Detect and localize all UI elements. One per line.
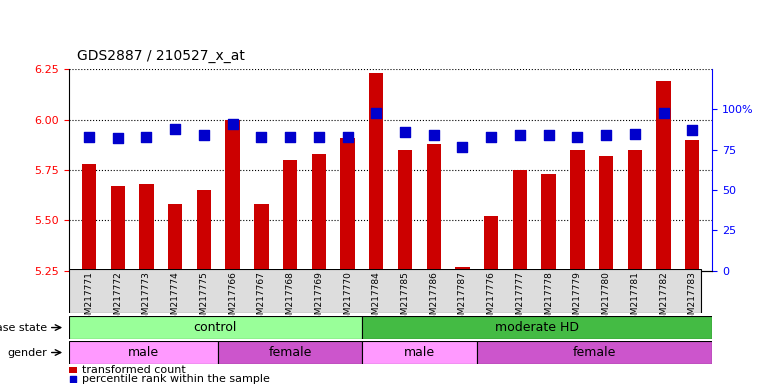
Text: GSM217777: GSM217777	[516, 271, 525, 326]
Bar	[139, 184, 154, 271]
Text: GSM217778: GSM217778	[544, 271, 553, 326]
Bar	[398, 150, 412, 271]
Bar	[656, 81, 671, 271]
Text: GSM217772: GSM217772	[113, 271, 123, 326]
Point	[370, 109, 382, 116]
Text: female: female	[268, 346, 312, 359]
Point	[140, 134, 152, 140]
Text: GSM217775: GSM217775	[199, 271, 208, 326]
Point	[457, 144, 469, 150]
Bar	[312, 154, 326, 271]
Point	[112, 136, 124, 142]
Bar	[225, 119, 240, 271]
Bar	[283, 160, 297, 271]
Bar	[570, 150, 584, 271]
Bar	[542, 174, 556, 271]
Bar	[484, 216, 499, 271]
Text: male: male	[128, 346, 159, 359]
Text: GSM217779: GSM217779	[573, 271, 582, 326]
Point	[514, 132, 526, 138]
Text: percentile rank within the sample: percentile rank within the sample	[82, 374, 270, 384]
Text: GSM217767: GSM217767	[257, 271, 266, 326]
Text: GSM217784: GSM217784	[372, 271, 381, 326]
Bar	[455, 267, 470, 271]
Point	[399, 129, 411, 135]
Bar	[599, 156, 614, 271]
Text: GDS2887 / 210527_x_at: GDS2887 / 210527_x_at	[77, 50, 244, 63]
Bar	[627, 150, 642, 271]
Bar	[69, 316, 362, 339]
Point	[284, 134, 296, 140]
Point	[542, 132, 555, 138]
Bar	[685, 140, 699, 271]
Text: gender: gender	[8, 348, 47, 358]
Point	[255, 134, 267, 140]
Text: transformed count: transformed count	[82, 365, 185, 375]
Text: female: female	[573, 346, 617, 359]
Point	[571, 134, 584, 140]
Text: GSM217773: GSM217773	[142, 271, 151, 326]
Point	[686, 127, 699, 134]
Text: GSM217769: GSM217769	[314, 271, 323, 326]
Text: GSM217774: GSM217774	[171, 271, 180, 326]
Point	[67, 376, 79, 382]
Text: male: male	[404, 346, 435, 359]
Bar	[82, 164, 97, 271]
Bar	[362, 341, 476, 364]
Text: GSM217785: GSM217785	[401, 271, 410, 326]
Bar	[340, 138, 355, 271]
Bar	[512, 170, 527, 271]
Bar	[476, 341, 712, 364]
Point	[485, 134, 497, 140]
Bar	[218, 341, 362, 364]
Bar	[369, 73, 384, 271]
Text: moderate HD: moderate HD	[495, 321, 579, 334]
Bar	[254, 204, 269, 271]
Bar	[362, 316, 712, 339]
Text: GSM217786: GSM217786	[429, 271, 438, 326]
Text: GSM217787: GSM217787	[458, 271, 467, 326]
Text: GSM217766: GSM217766	[228, 271, 237, 326]
Point	[313, 134, 325, 140]
Bar	[197, 190, 211, 271]
Point	[198, 132, 210, 138]
Point	[427, 132, 440, 138]
Bar	[69, 341, 218, 364]
Point	[600, 132, 612, 138]
Point	[342, 134, 354, 140]
Text: GSM217783: GSM217783	[688, 271, 697, 326]
Text: GSM217782: GSM217782	[659, 271, 668, 326]
Text: GSM217781: GSM217781	[630, 271, 640, 326]
Text: disease state: disease state	[0, 323, 47, 333]
Point	[629, 131, 641, 137]
Bar	[427, 144, 441, 271]
Text: control: control	[194, 321, 237, 334]
Bar	[69, 367, 77, 373]
Point	[227, 121, 239, 127]
Bar	[110, 186, 125, 271]
Point	[169, 126, 182, 132]
Text: GSM217780: GSM217780	[601, 271, 611, 326]
Text: GSM217770: GSM217770	[343, 271, 352, 326]
Point	[83, 134, 95, 140]
Bar	[168, 204, 182, 271]
Point	[657, 109, 669, 116]
Text: GSM217768: GSM217768	[286, 271, 295, 326]
Text: GSM217771: GSM217771	[84, 271, 93, 326]
Text: GSM217776: GSM217776	[486, 271, 496, 326]
